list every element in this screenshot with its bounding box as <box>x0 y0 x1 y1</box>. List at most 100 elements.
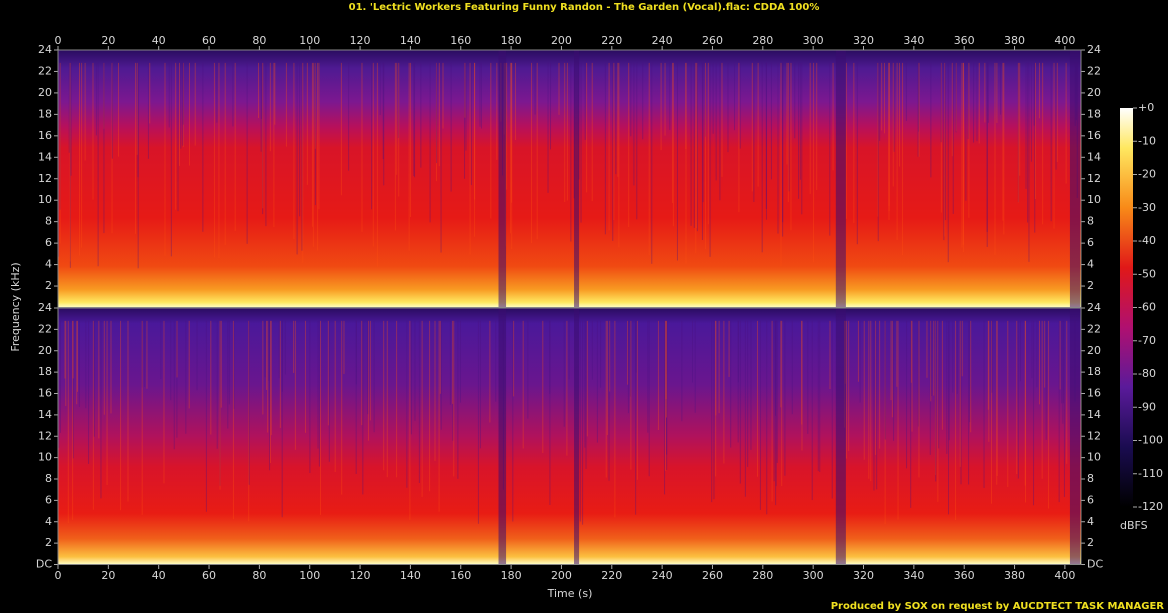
colorbar-tick-label: -20 <box>1138 168 1156 181</box>
texture <box>873 320 875 491</box>
texture <box>383 62 385 186</box>
texture <box>940 62 942 143</box>
colorbar-tick-label: -120 <box>1138 500 1163 513</box>
texture <box>608 62 610 231</box>
texture <box>177 62 179 212</box>
texture <box>773 320 775 482</box>
x-tick-label: 220 <box>601 34 622 47</box>
texture <box>897 320 899 520</box>
y-tick-label: 8 <box>1087 472 1094 485</box>
texture <box>685 62 687 264</box>
texture <box>799 62 801 180</box>
texture <box>996 320 998 485</box>
texture <box>1007 320 1009 488</box>
texture <box>84 62 86 161</box>
texture <box>1025 62 1027 189</box>
texture <box>709 62 711 257</box>
texture <box>547 62 549 193</box>
texture <box>819 320 821 473</box>
x-tick-label: 20 <box>101 34 115 47</box>
texture <box>168 62 170 128</box>
texture <box>947 320 949 515</box>
x-tick-label: 120 <box>350 34 371 47</box>
texture <box>952 62 954 214</box>
texture <box>373 320 375 433</box>
texture <box>630 320 632 470</box>
texture <box>136 62 138 155</box>
texture <box>64 320 66 379</box>
texture <box>926 320 928 378</box>
texture <box>944 62 946 237</box>
texture <box>605 320 607 478</box>
y-tick-label: 10 <box>38 451 52 464</box>
texture <box>676 62 678 261</box>
texture <box>711 320 713 503</box>
texture <box>948 320 950 441</box>
texture <box>224 62 226 245</box>
texture <box>566 320 568 456</box>
y-tick-label: 4 <box>1087 515 1094 528</box>
texture <box>413 62 415 176</box>
x-tick-label: 80 <box>252 34 266 47</box>
texture <box>930 62 932 178</box>
y-tick-label: 18 <box>38 107 52 120</box>
x-tick-label: 140 <box>400 569 421 582</box>
texture <box>564 62 566 203</box>
texture <box>801 320 803 425</box>
texture <box>1048 320 1050 509</box>
texture <box>398 62 400 197</box>
texture <box>1019 320 1021 382</box>
texture <box>367 320 369 415</box>
texture <box>991 320 993 393</box>
texture <box>770 62 772 180</box>
texture <box>449 320 451 405</box>
texture <box>88 320 90 464</box>
texture <box>996 62 998 123</box>
texture <box>859 320 861 403</box>
texture <box>421 320 423 497</box>
texture <box>696 62 698 232</box>
x-tick-label: 340 <box>903 34 924 47</box>
texture <box>78 62 80 256</box>
texture <box>420 62 422 168</box>
texture <box>511 62 513 203</box>
texture <box>780 62 782 266</box>
y-tick-label: 14 <box>38 408 52 421</box>
texture <box>664 320 666 495</box>
texture <box>996 320 998 477</box>
texture <box>883 62 885 134</box>
texture <box>232 320 234 520</box>
texture <box>775 320 777 506</box>
texture <box>790 62 792 231</box>
texture <box>59 62 61 244</box>
texture <box>394 62 396 231</box>
texture <box>269 320 271 471</box>
texture <box>318 62 320 210</box>
y-tick-label: 20 <box>38 86 52 99</box>
texture <box>1056 62 1058 162</box>
texture <box>189 62 191 166</box>
texture <box>269 320 271 464</box>
texture <box>97 62 99 267</box>
texture <box>258 62 260 118</box>
texture <box>220 320 222 408</box>
texture <box>512 320 514 522</box>
texture <box>628 62 630 228</box>
texture <box>227 320 229 429</box>
colorbar-tick-label: -40 <box>1138 234 1156 247</box>
texture <box>173 320 175 450</box>
texture <box>875 320 877 455</box>
texture <box>260 62 262 152</box>
texture <box>376 62 378 267</box>
texture <box>452 320 454 404</box>
colorbar-label: dBFS <box>1120 519 1148 532</box>
texture <box>893 62 895 152</box>
y-tick-label: 22 <box>1087 64 1101 77</box>
texture <box>586 320 588 437</box>
texture <box>664 62 666 136</box>
texture <box>81 62 83 248</box>
texture <box>829 62 831 236</box>
texture <box>1031 320 1033 379</box>
x-tick-label: 380 <box>1004 569 1025 582</box>
texture <box>262 62 264 209</box>
